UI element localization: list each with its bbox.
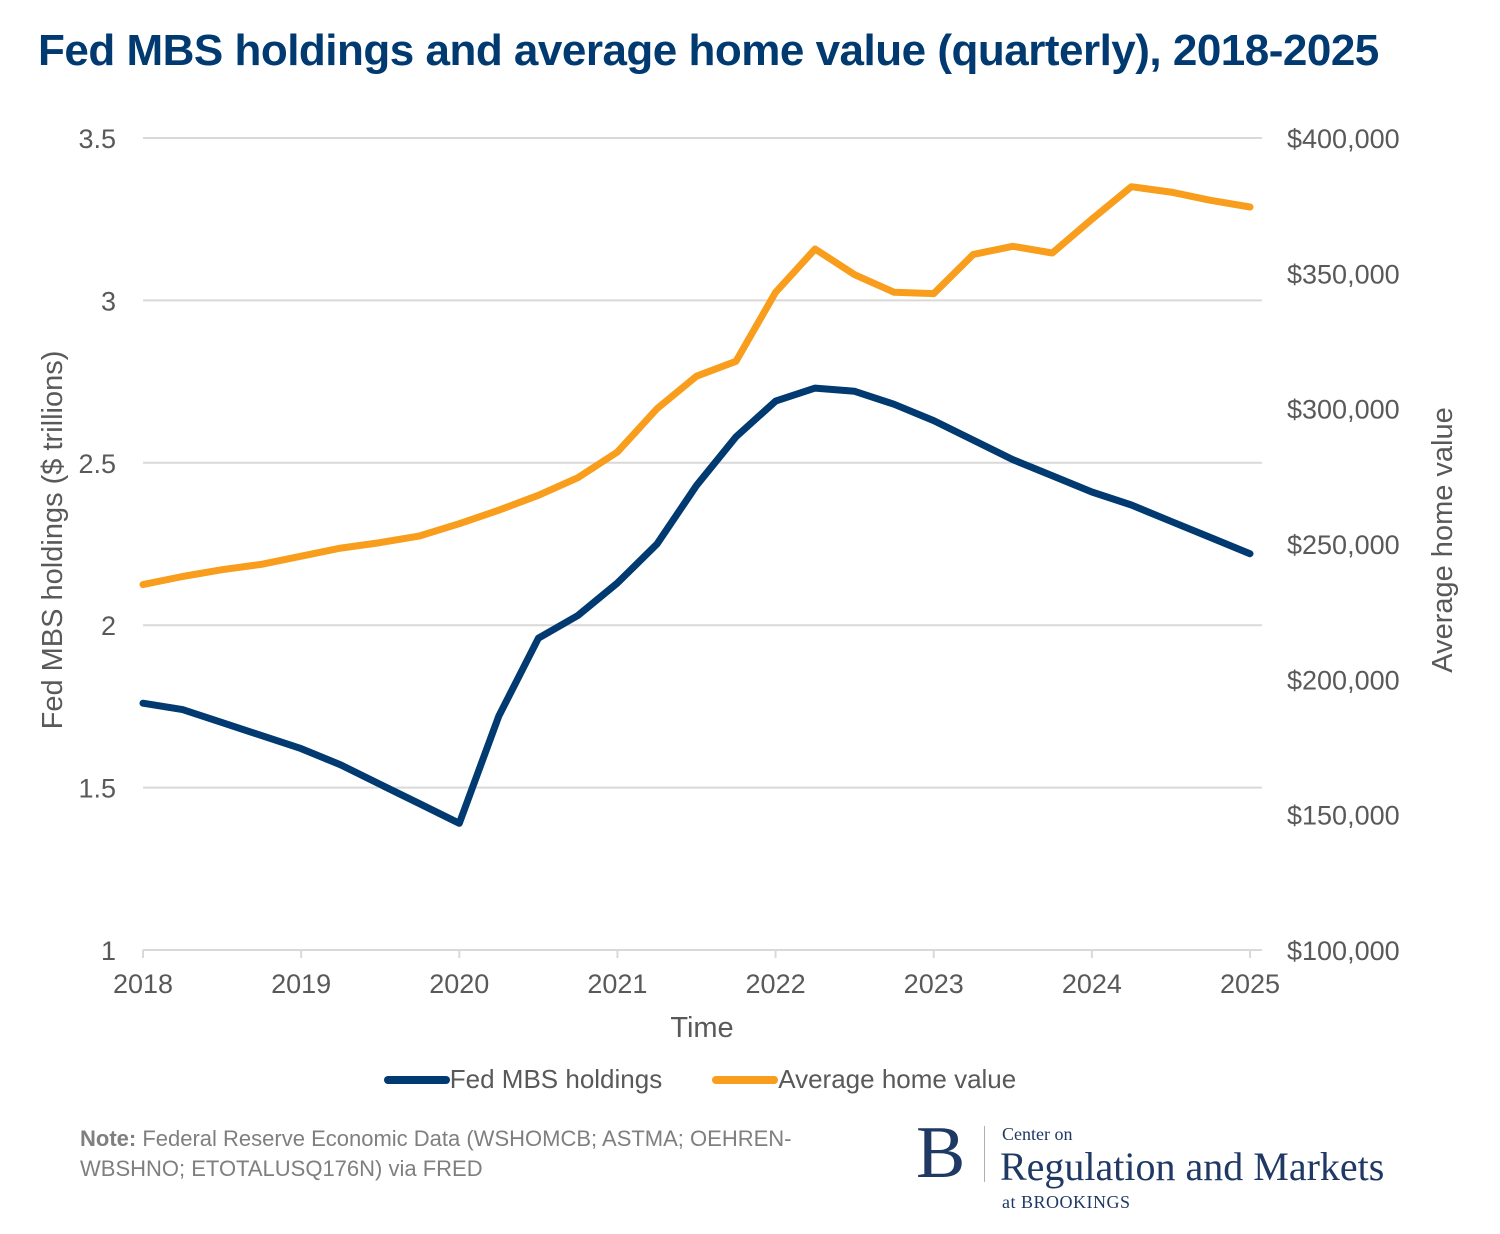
brookings-b-logo-icon: B	[916, 1112, 966, 1194]
right-y-tick-label: $200,000	[1287, 665, 1400, 695]
right-y-tick-label: $350,000	[1287, 259, 1400, 289]
left-y-tick-label: 3.5	[78, 124, 116, 154]
x-tick-label: 2025	[1220, 969, 1280, 999]
right-y-tick-labels: $100,000 $150,000 $200,000 $250,000 $300,000…	[1287, 124, 1400, 966]
x-tick-label: 2018	[113, 969, 173, 999]
left-y-tick-label: 1	[101, 936, 116, 966]
right-y-tick-label: $250,000	[1287, 530, 1400, 560]
right-y-tick-label: $150,000	[1287, 801, 1400, 831]
legend: Fed MBS holdings Average home value	[0, 1064, 1400, 1095]
left-y-tick-labels: 1 1.5 2 2.5 3 3.5	[78, 124, 116, 966]
right-y-tick-label: $100,000	[1287, 936, 1400, 966]
note-label: Note:	[80, 1126, 137, 1151]
axes	[142, 949, 1262, 958]
legend-label-fed-mbs: Fed MBS holdings	[449, 1064, 663, 1094]
x-tick-label: 2019	[271, 969, 331, 999]
series-line-average-home-value	[139, 183, 1254, 589]
left-y-tick-label: 1.5	[78, 774, 116, 804]
series-lines	[139, 183, 1254, 827]
x-tick-label: 2021	[587, 969, 647, 999]
legend-item-home-value: Average home value	[712, 1064, 1016, 1095]
series-line-fed-mbs-holdings	[139, 384, 1254, 827]
legend-label-home-value: Average home value	[778, 1064, 1017, 1094]
line-chart: 1 1.5 2 2.5 3 3.5 $100,000 $150,000 $200,000 $25…	[37, 124, 1459, 1044]
brookings-logo: B Center on Regulation and Markets at BR…	[916, 1116, 1456, 1220]
right-y-tick-label: $400,000	[1287, 124, 1400, 154]
legend-swatch-fed-mbs	[383, 1075, 450, 1084]
chart-title: Fed MBS holdings and average home value …	[38, 26, 1379, 75]
x-tick-label: 2022	[746, 969, 806, 999]
left-y-tick-label: 2.5	[78, 449, 116, 479]
left-y-tick-label: 2	[101, 611, 116, 641]
x-tick-label: 2023	[904, 969, 964, 999]
x-tick-labels: 2018 2019 2020 2021 2022 2023 2024 2025	[113, 969, 1280, 999]
legend-swatch-home-value	[712, 1075, 779, 1084]
x-axis-title: Time	[670, 1012, 733, 1044]
right-y-tick-label: $300,000	[1287, 395, 1400, 425]
legend-item-fed-mbs: Fed MBS holdings	[383, 1064, 663, 1095]
right-y-axis-title: Average home value	[1427, 407, 1459, 672]
left-y-tick-label: 3	[101, 286, 116, 316]
note-text: Federal Reserve Economic Data (WSHOMCB; …	[80, 1126, 792, 1181]
logo-divider	[984, 1126, 985, 1182]
source-note: Note: Federal Reserve Economic Data (WSH…	[80, 1124, 880, 1184]
logo-line-2: Regulation and Markets	[1000, 1144, 1385, 1189]
left-y-axis-title: Fed MBS holdings ($ trillions)	[37, 351, 69, 730]
logo-line-1: Center on	[1002, 1124, 1073, 1144]
x-tick-label: 2020	[429, 969, 489, 999]
logo-line-3: at BROOKINGS	[1002, 1192, 1131, 1212]
gridlines	[143, 137, 1262, 789]
x-tick-label: 2024	[1062, 969, 1122, 999]
